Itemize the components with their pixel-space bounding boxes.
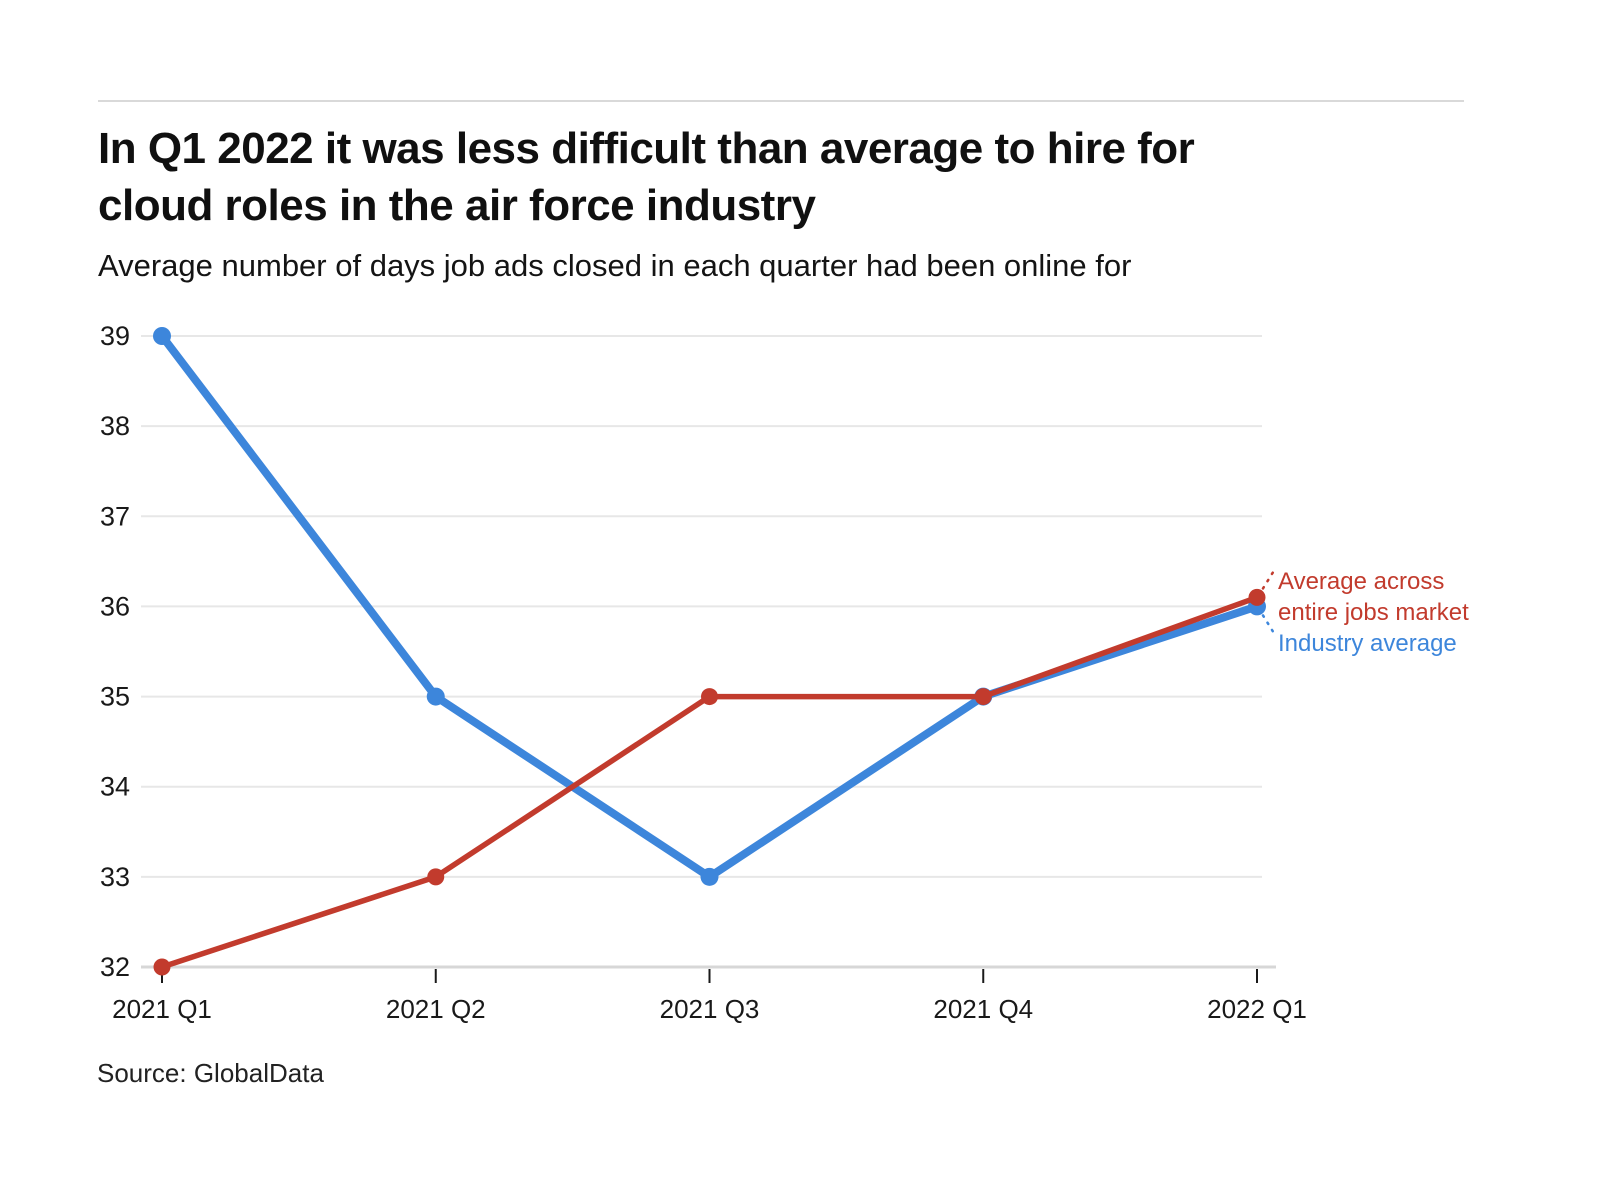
chart-title-line2: cloud roles in the air force industry: [98, 181, 816, 230]
leader-line-industry-average: [1261, 614, 1278, 638]
x-tick-label: 2021 Q4: [933, 994, 1033, 1024]
leader-line-jobs-market: [1261, 566, 1278, 590]
y-tick-label: 32: [100, 952, 130, 982]
x-tick-label: 2021 Q2: [386, 994, 486, 1024]
legend-label-jobs-market-line1: Average across: [1278, 568, 1445, 595]
chart-title: In Q1 2022 it was less difficult than av…: [98, 120, 1498, 234]
x-tick-label: 2021 Q1: [112, 994, 212, 1024]
y-tick-label: 39: [100, 321, 130, 351]
data-point-jobs-market: [153, 958, 171, 976]
series-line-jobs-market: [159, 594, 1260, 970]
y-tick-label: 38: [100, 411, 130, 441]
chart-title-line1: In Q1 2022 it was less difficult than av…: [98, 124, 1195, 173]
legend-label-industry-average: Industry average: [1278, 628, 1457, 659]
legend-label-jobs-market-line2: entire jobs market: [1278, 599, 1469, 626]
data-point-jobs-market: [701, 688, 718, 706]
y-tick-label: 36: [100, 591, 130, 621]
y-tick-label: 34: [100, 772, 130, 802]
data-point-jobs-market: [974, 688, 992, 706]
data-point-industry-average: [153, 327, 171, 345]
x-tick-label: 2022 Q1: [1207, 994, 1307, 1024]
legend-label-jobs-market: Average across entire jobs market: [1278, 566, 1469, 628]
y-tick-label: 37: [100, 501, 130, 531]
data-point-industry-average: [426, 687, 445, 706]
data-point-industry-average: [700, 867, 719, 886]
source-caption: Source: GlobalData: [97, 1058, 324, 1088]
data-point-jobs-market: [427, 868, 445, 886]
data-point-jobs-market: [1248, 588, 1266, 606]
top-divider: [98, 100, 1464, 102]
x-tick-label: 2021 Q3: [660, 994, 760, 1024]
y-tick-label: 33: [100, 862, 130, 892]
legend-label-industry-average-line1: Industry average: [1278, 630, 1457, 657]
chart-subtitle: Average number of days job ads closed in…: [98, 248, 1132, 283]
y-tick-label: 35: [100, 682, 130, 712]
